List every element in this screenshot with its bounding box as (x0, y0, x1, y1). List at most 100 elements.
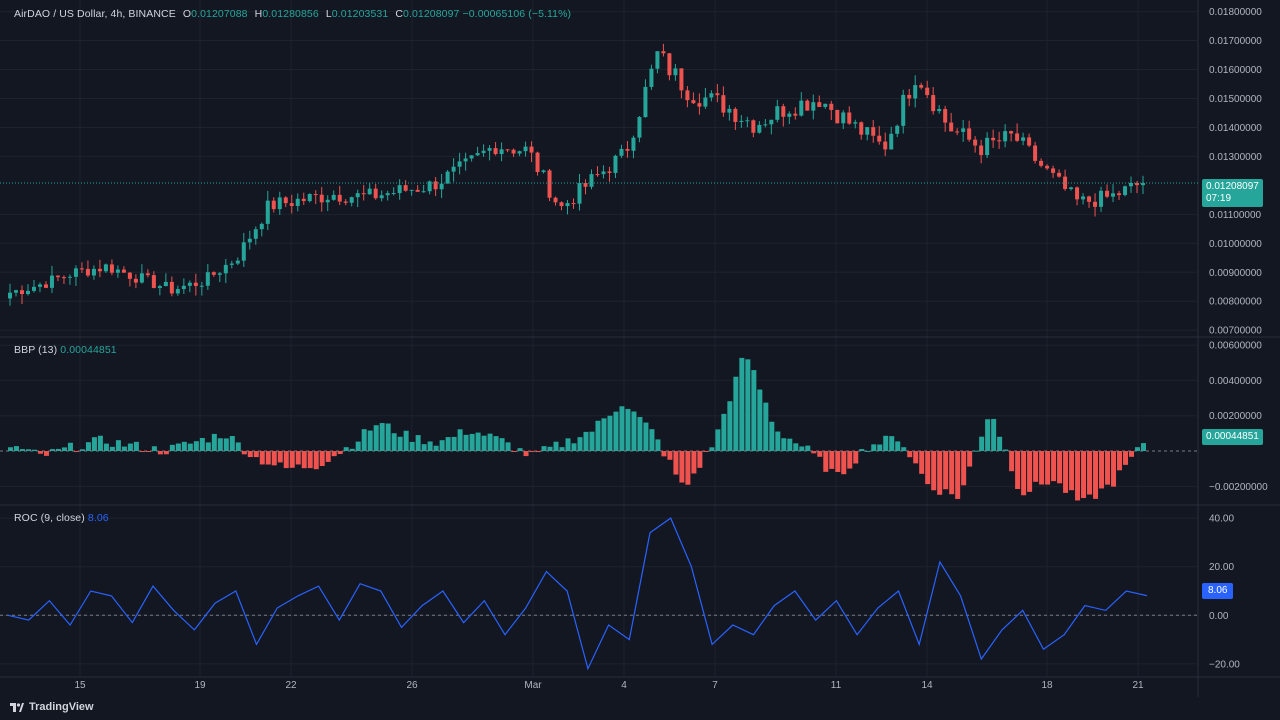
bbp-bar (811, 451, 817, 454)
bbp-bar (1111, 451, 1117, 487)
bbp-bar (715, 429, 721, 452)
bbp-bar (583, 431, 589, 452)
bbp-bar (925, 451, 931, 485)
price-axis-label: 0.01700000 (1209, 36, 1262, 47)
candle-body (871, 127, 876, 136)
bbp-bar (385, 423, 391, 452)
bbp-title[interactable]: BBP (13) (14, 344, 58, 356)
candle-body (811, 102, 816, 111)
bbp-bar (277, 451, 283, 463)
tradingview-logo[interactable]: TradingView (10, 700, 94, 714)
candle-body (241, 242, 246, 261)
candle-body (1099, 190, 1104, 207)
bbp-bar (1087, 451, 1093, 495)
candle-body (181, 285, 186, 290)
bbp-bar (643, 422, 649, 452)
close-value: 0.01208097 (403, 8, 460, 20)
symbol-title[interactable]: AirDAO / US Dollar, 4h, BINANCE (14, 8, 176, 20)
candle-body (769, 119, 774, 125)
bbp-bar (1051, 451, 1057, 482)
candle-body (577, 183, 582, 204)
bbp-bar (823, 451, 829, 472)
bbp-bar (631, 411, 637, 452)
bbp-bar (709, 447, 715, 452)
bbp-bar (991, 418, 997, 452)
candle-body (13, 290, 18, 293)
candle-body (1009, 131, 1014, 134)
bbp-bar (613, 411, 619, 452)
bbp-axis-label: −0.00200000 (1209, 482, 1268, 493)
bbp-bar (787, 438, 793, 452)
bbp-bar (571, 443, 577, 452)
candle-body (379, 195, 384, 199)
candle-body (787, 113, 792, 117)
bbp-bar (199, 437, 205, 452)
bbp-bar (67, 442, 73, 452)
roc-last-tag: 8.06 (1202, 583, 1234, 599)
bbp-axis-label: 0.00600000 (1209, 341, 1262, 352)
candle-body (541, 170, 546, 173)
price-axis-label: 0.01300000 (1209, 152, 1262, 163)
candle-body (199, 285, 204, 287)
candle-body (925, 87, 930, 96)
candle-body (391, 193, 396, 195)
price-axis-label: 0.00700000 (1209, 326, 1262, 337)
candle-body (823, 103, 828, 107)
bbp-bar (259, 451, 265, 465)
candle-body (1033, 145, 1038, 161)
bbp-bar (751, 370, 757, 452)
candle-body (103, 264, 108, 272)
bbp-bar (343, 447, 349, 452)
bbp-bar (157, 451, 163, 455)
bbp-bar (1027, 451, 1033, 492)
bbp-bar (181, 441, 187, 452)
bbp-bar (79, 449, 85, 452)
candle-body (1075, 187, 1080, 200)
bbp-bar (355, 441, 361, 452)
price-axis-label: 0.01000000 (1209, 239, 1262, 250)
bbp-bar (313, 451, 319, 470)
bbp-bar (649, 429, 655, 452)
bbp-bar (685, 451, 691, 485)
candle-body (1093, 201, 1098, 207)
candle-body (511, 149, 516, 154)
candle-body (175, 289, 180, 294)
bbp-bar (121, 446, 127, 452)
candle-body (109, 264, 114, 273)
candle-body (427, 181, 432, 192)
bbp-bar (763, 402, 769, 452)
candle-body (187, 282, 192, 286)
candle-body (595, 174, 600, 176)
candle-body (469, 155, 474, 159)
bbp-bar (235, 442, 241, 452)
bbp-bar (265, 451, 271, 465)
candle-body (31, 286, 36, 291)
candle-body (433, 181, 438, 190)
bbp-bar (469, 433, 475, 452)
candle-body (733, 108, 738, 122)
bbp-bar (403, 430, 409, 452)
candle-body (79, 268, 84, 270)
candle-body (1111, 193, 1116, 197)
bbp-bar (499, 438, 505, 452)
bbp-bar (43, 451, 49, 456)
candle-body (553, 197, 558, 203)
candle-body (1117, 193, 1122, 196)
candle-body (751, 120, 756, 133)
bbp-bar (919, 451, 925, 474)
roc-legend: ROC (9, close) 8.06 (14, 512, 109, 524)
bbp-bar (1099, 451, 1105, 489)
bbp-bar (109, 446, 115, 452)
candle-body (859, 122, 864, 135)
bbp-bar (8, 447, 13, 452)
candle-body (73, 268, 78, 277)
candle-body (913, 85, 918, 99)
bbp-bar (781, 438, 787, 452)
candle-body (1003, 131, 1008, 142)
roc-title[interactable]: ROC (9, close) (14, 512, 85, 524)
bbp-bar (301, 451, 307, 469)
bbp-bar (889, 436, 895, 452)
bbp-bar (865, 450, 871, 452)
candle-body (283, 197, 288, 204)
